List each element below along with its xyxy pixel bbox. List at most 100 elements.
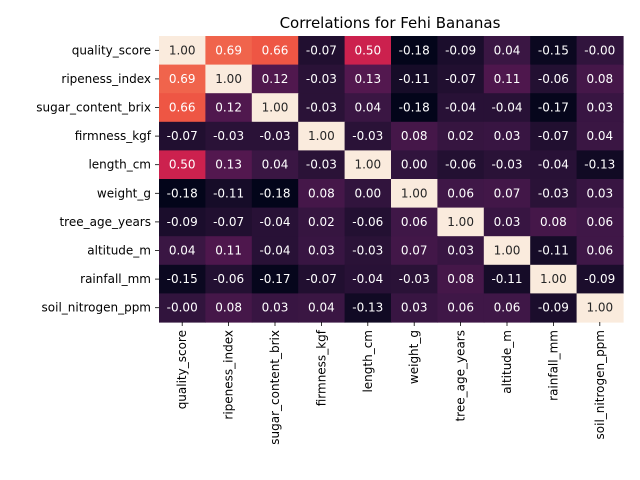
cell-value-label: 0.13: [354, 72, 381, 86]
heatmap-cell: [251, 236, 299, 266]
heatmap-cell: [251, 264, 299, 294]
cell-value-label: -0.03: [213, 129, 244, 143]
x-tick-label: soil_nitrogen_ppm: [593, 330, 607, 439]
heatmap-cell: [576, 293, 624, 323]
cell-value-label: 0.06: [447, 186, 474, 200]
heatmap-cell: [483, 64, 531, 94]
heatmap-cell: [205, 293, 253, 323]
cell-value-label: -0.03: [306, 72, 337, 86]
cell-value-label: 1.00: [215, 72, 242, 86]
cell-value-label: -0.07: [213, 215, 244, 229]
heatmap-cell: [391, 264, 438, 294]
heatmap-cell: [530, 207, 578, 237]
x-tick-label: sugar_content_brix: [268, 330, 282, 445]
heatmap-cell: [576, 36, 624, 66]
heatmap-cell: [576, 236, 624, 266]
heatmap-cell: [391, 93, 438, 123]
cell-value-label: 0.11: [215, 244, 242, 258]
cell-value-label: 0.12: [215, 101, 242, 115]
heatmap-cell: [298, 36, 346, 66]
heatmap-cell: [530, 236, 578, 266]
cell-value-label: -0.03: [399, 272, 430, 286]
heatmap-cell: [159, 36, 206, 66]
heatmap-cell: [205, 150, 253, 180]
cell-value-label: -0.13: [352, 301, 383, 315]
cell-value-label: 0.08: [447, 272, 474, 286]
heatmap-cell: [391, 179, 438, 209]
heatmap-cell: [205, 93, 253, 123]
heatmap-cell: [344, 121, 392, 151]
cell-value-label: 0.66: [169, 101, 196, 115]
heatmap-cell: [483, 36, 531, 66]
x-tick-label: altitude_m: [500, 330, 514, 394]
heatmap-cell: [159, 179, 206, 209]
x-tick-label: tree_age_years: [454, 330, 468, 422]
heatmap-cell: [298, 236, 346, 266]
heatmap-cell: [483, 293, 531, 323]
heatmap-cell: [344, 179, 392, 209]
cell-value-label: -0.00: [167, 301, 198, 315]
cell-value-label: 0.03: [262, 301, 289, 315]
heatmap-cell: [344, 36, 392, 66]
cell-value-label: -0.17: [538, 101, 569, 115]
heatmap-cell: [530, 179, 578, 209]
x-tick-label: rainfall_mm: [546, 330, 560, 401]
heatmap-cell: [251, 64, 299, 94]
cell-value-label: 0.08: [215, 301, 242, 315]
cell-value-label: 0.50: [169, 158, 196, 172]
y-axis: quality_score ripeness_index sugar_content…: [36, 43, 159, 315]
heatmap-cell: [344, 64, 392, 94]
heatmap-cell: [530, 93, 578, 123]
x-tick-label: weight_g: [407, 330, 421, 384]
y-tick-label: ripeness_index: [61, 72, 151, 86]
cell-value-label: -0.04: [259, 244, 290, 258]
cell-value-label: -0.00: [584, 43, 615, 57]
heatmap-cell: [344, 150, 392, 180]
heatmap-cell: [483, 207, 531, 237]
cell-value-label: 0.06: [401, 215, 428, 229]
cell-value-label: -0.11: [491, 272, 522, 286]
heatmap-cell: [530, 36, 578, 66]
heatmap-cell: [391, 293, 438, 323]
heatmap-cell: [576, 93, 624, 123]
heatmap-cell: [437, 179, 485, 209]
cell-value-label: 0.03: [447, 244, 474, 258]
cell-value-label: -0.04: [352, 272, 383, 286]
heatmap-cell: [251, 150, 299, 180]
cell-value-label: 1.00: [169, 43, 196, 57]
cell-value-label: -0.15: [167, 272, 198, 286]
cell-value-label: 1.00: [308, 129, 335, 143]
cell-value-label: 0.50: [354, 43, 381, 57]
heatmap-cell: [344, 264, 392, 294]
cell-value-label: -0.09: [538, 301, 569, 315]
y-tick-label: altitude_m: [87, 244, 151, 258]
heatmap-cell: [159, 264, 206, 294]
cell-value-label: -0.13: [584, 158, 615, 172]
heatmap-cell: [483, 179, 531, 209]
heatmap-cell: [205, 179, 253, 209]
cell-value-label: -0.18: [259, 186, 290, 200]
cell-value-label: 0.06: [494, 301, 521, 315]
heatmap-cell: [437, 64, 485, 94]
cell-value-label: -0.07: [445, 72, 476, 86]
heatmap-cell: [530, 64, 578, 94]
x-tick-label: firmness_kgf: [314, 329, 328, 406]
heatmap-cell: [437, 236, 485, 266]
y-tick-label: rainfall_mm: [80, 272, 151, 286]
cell-value-label: -0.04: [491, 101, 522, 115]
cell-value-label: 0.04: [308, 301, 335, 315]
cell-value-label: -0.06: [445, 158, 476, 172]
heatmap-cell: [159, 64, 206, 94]
cell-value-label: 0.04: [262, 158, 289, 172]
heatmap-cell: [576, 264, 624, 294]
heatmap-cell: [576, 64, 624, 94]
heatmap-cell: [437, 264, 485, 294]
cell-value-label: 0.06: [586, 244, 613, 258]
cell-value-label: 0.04: [494, 43, 521, 57]
cell-value-label: 0.04: [354, 101, 381, 115]
heatmap-cell: [530, 264, 578, 294]
heatmap-cell: [205, 264, 253, 294]
cell-value-label: -0.09: [584, 272, 615, 286]
x-axis: quality_score ripeness_index sugar_content…: [175, 322, 607, 445]
